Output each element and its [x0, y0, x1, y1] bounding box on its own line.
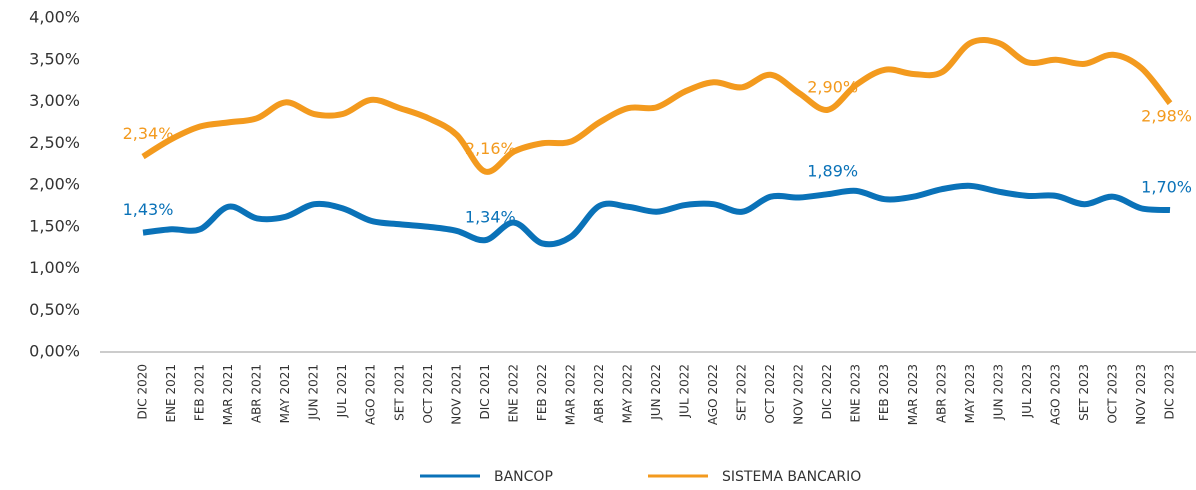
x-tick-label: MAR 2022	[563, 364, 577, 425]
y-tick-label: 1,00%	[29, 258, 80, 277]
x-tick-label: AGO 2022	[706, 364, 720, 425]
data-label: 2,90%	[807, 77, 858, 96]
x-tick-label: JUL 2021	[335, 364, 349, 418]
x-tick-label: NOV 2022	[792, 364, 806, 425]
x-tick-label: JUL 2022	[678, 364, 692, 418]
x-tick-label: OCT 2023	[1105, 364, 1119, 424]
x-tick-label: SET 2022	[735, 364, 749, 421]
data-label: 2,98%	[1141, 107, 1192, 126]
x-tick-label: FEB 2021	[193, 364, 207, 421]
x-tick-label: NOV 2023	[1134, 364, 1148, 425]
x-tick-label: MAR 2021	[221, 364, 235, 425]
x-tick-label: JUN 2023	[991, 364, 1005, 421]
x-tick-label: OCT 2021	[421, 364, 435, 424]
data-label: 2,34%	[123, 124, 174, 143]
x-tick-label: MAY 2021	[278, 364, 292, 423]
data-label: 1,34%	[465, 208, 516, 227]
y-tick-label: 0,50%	[29, 300, 80, 319]
x-tick-label: FEB 2023	[877, 364, 891, 421]
x-tick-label: SET 2023	[1077, 364, 1091, 421]
x-tick-label: DIC 2022	[820, 364, 834, 420]
x-tick-label: MAY 2022	[620, 364, 634, 423]
x-tick-label: ABR 2022	[592, 364, 606, 423]
y-tick-label: 2,00%	[29, 175, 80, 194]
data-label: 2,16%	[465, 139, 516, 158]
x-tick-label: SET 2021	[392, 364, 406, 421]
x-tick-label: MAY 2023	[963, 364, 977, 423]
x-tick-label: DIC 2023	[1163, 364, 1177, 420]
x-tick-label: ENE 2023	[849, 364, 863, 423]
x-tick-label: AGO 2021	[364, 364, 378, 425]
legend-label: SISTEMA BANCARIO	[722, 469, 861, 485]
x-tick-label: JUN 2022	[649, 364, 663, 421]
x-tick-label: JUL 2023	[1020, 364, 1034, 418]
x-tick-label: DIC 2021	[478, 364, 492, 420]
series-line	[142, 182, 1171, 248]
x-tick-label: ABR 2021	[250, 364, 264, 423]
data-label: 1,43%	[123, 200, 174, 219]
y-tick-label: 0,00%	[29, 342, 80, 361]
x-tick-label: FEB 2022	[535, 364, 549, 421]
x-tick-label: ENE 2021	[164, 364, 178, 423]
data-label: 1,70%	[1141, 178, 1192, 197]
legend-label: BANCOP	[494, 469, 553, 485]
y-tick-label: 4,00%	[29, 8, 80, 27]
x-tick-label: MAR 2023	[906, 364, 920, 425]
y-tick-label: 1,50%	[29, 216, 80, 235]
data-label: 1,89%	[807, 162, 858, 181]
x-tick-label: NOV 2021	[449, 364, 463, 425]
x-tick-label: AGO 2023	[1048, 364, 1062, 425]
x-tick-label: OCT 2022	[763, 364, 777, 424]
x-tick-label: ENE 2022	[506, 364, 520, 423]
x-tick-label: ABR 2023	[934, 364, 948, 423]
x-tick-label: JUN 2021	[307, 364, 321, 421]
y-tick-label: 2,50%	[29, 133, 80, 152]
y-tick-label: 3,00%	[29, 91, 80, 110]
y-tick-label: 3,50%	[29, 49, 80, 68]
series-line	[141, 37, 1173, 175]
x-tick-label: DIC 2020	[136, 364, 150, 420]
